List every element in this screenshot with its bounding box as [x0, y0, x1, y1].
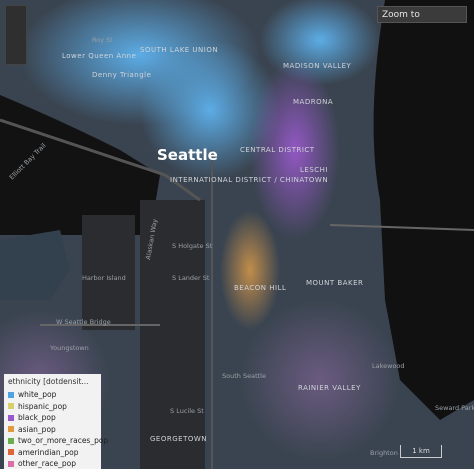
- legend: ethnicity [dotdensit... white_pop hispani…: [4, 374, 108, 469]
- place-label: S Lander St: [172, 274, 210, 282]
- industrial: [140, 200, 205, 469]
- legend-swatch: [8, 391, 14, 398]
- place-label: CENTRAL DISTRICT: [240, 146, 315, 154]
- legend-swatch: [8, 449, 14, 456]
- scale-bar: 1 km: [400, 445, 442, 458]
- place-label: Youngstown: [49, 344, 89, 352]
- road: [0, 118, 201, 202]
- legend-item: hispanic_pop: [8, 401, 97, 413]
- legend-swatch: [8, 460, 14, 467]
- bridge: [329, 224, 474, 231]
- place-label: Brighton: [370, 449, 398, 457]
- place-label: W Seattle Bridge: [56, 318, 111, 326]
- place-label: Lower Queen Anne: [62, 52, 136, 60]
- place-label: Harbor Island: [82, 274, 126, 282]
- place-label: Denny Triangle: [92, 71, 151, 79]
- industrial: [82, 215, 135, 330]
- white-cluster: [140, 40, 280, 180]
- legend-label: asian_pop: [18, 424, 56, 434]
- legend-item: asian_pop: [8, 424, 97, 436]
- legend-label: amerindian_pop: [18, 447, 79, 457]
- lake-washington: [373, 0, 474, 420]
- place-label: S Lucile St: [170, 407, 204, 415]
- legend-swatch: [8, 426, 14, 433]
- legend-label: hispanic_pop: [18, 401, 67, 411]
- place-label: Seattle: [157, 146, 218, 164]
- place-label: S Holgate St: [172, 242, 213, 250]
- legend-label: other_race_pop: [18, 459, 77, 469]
- legend-item: white_pop: [8, 389, 97, 401]
- place-label: Seward Park: [435, 404, 474, 412]
- mixed-cluster: [240, 300, 400, 460]
- place-label: SOUTH LAKE UNION: [140, 46, 218, 54]
- zoom-search[interactable]: Zoom to: [377, 6, 467, 23]
- legend-item: two_or_more_races_pop: [8, 435, 108, 447]
- legend-label: black_pop: [18, 413, 56, 423]
- place-label: MADRONA: [293, 98, 333, 106]
- legend-swatch: [8, 403, 14, 410]
- legend-label: two_or_more_races_pop: [18, 436, 109, 446]
- west-seattle: [0, 230, 70, 300]
- place-label: Lakewood: [372, 362, 405, 370]
- legend-swatch: [8, 437, 14, 444]
- legend-item: other_race_pop: [8, 458, 97, 469]
- legend-item: black_pop: [8, 412, 97, 424]
- legend-item: amerindian_pop: [8, 447, 97, 459]
- legend-title: ethnicity [dotdensit...: [8, 377, 89, 386]
- legend-swatch: [8, 414, 14, 421]
- black-cluster: [250, 60, 340, 240]
- place-label: GEORGETOWN: [150, 435, 207, 443]
- place-label: BEACON HILL: [234, 284, 286, 292]
- asian-cluster: [220, 210, 280, 330]
- elliott-bay: [0, 95, 160, 235]
- place-label: MOUNT BAKER: [306, 279, 363, 287]
- place-label: INTERNATIONAL DISTRICT / CHINATOWN: [170, 176, 328, 184]
- draw-tools[interactable]: [5, 5, 27, 65]
- place-label: RAINIER VALLEY: [298, 384, 361, 392]
- place-label: LESCHI: [300, 166, 328, 174]
- place-label: MADISON VALLEY: [283, 62, 352, 70]
- place-label: South Seattle: [222, 372, 266, 380]
- legend-label: white_pop: [18, 390, 57, 400]
- place-label: Roy St: [92, 36, 113, 44]
